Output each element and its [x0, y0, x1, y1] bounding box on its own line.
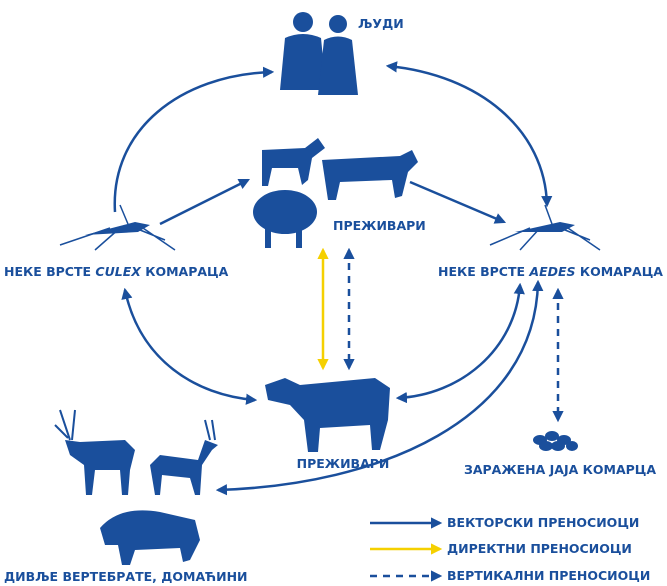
wild-icon — [55, 410, 218, 565]
arrow — [410, 182, 504, 222]
aedes-label-prefix: НЕКЕ ВРСТЕ — [438, 264, 525, 279]
eggs-icon — [533, 431, 578, 451]
ruminants-top-label: ПРЕЖИВАРИ — [333, 218, 426, 233]
legend-label: ДИРЕКТНИ ПРЕНОСИОЦИ — [447, 541, 632, 556]
culex-label-genus: CULEX — [95, 264, 142, 279]
aedes-label-genus: AEDES — [528, 264, 575, 279]
arrow — [125, 290, 255, 400]
humans-icon — [280, 12, 358, 95]
legend-label: ВЕРТИКАЛНИ ПРЕНОСИОЦИ — [447, 568, 650, 583]
aedes-label: НЕКЕ ВРСТЕ AEDES КОМАРАЦА — [438, 264, 663, 279]
ruminants-bottom-label: ПРЕЖИВАРИ — [297, 456, 390, 471]
aedes-label-suffix: КОМАРАЦА — [580, 264, 663, 279]
arrow — [388, 66, 547, 205]
legend: ВЕКТОРСКИ ПРЕНОСИОЦИ ДИРЕКТНИ ПРЕНОСИОЦИ… — [370, 515, 650, 583]
arrow — [115, 72, 272, 212]
diagram: ЉУДИ ПРЕЖИВАРИ НЕКЕ ВРСТЕ CULEX КОМАРАЦА… — [0, 0, 667, 586]
eggs-label: ЗАРАЖЕНА ЈАЈА КОМАРЦА — [464, 462, 656, 477]
aedes-icon — [490, 205, 600, 250]
culex-icon — [60, 205, 175, 250]
culex-label: НЕКЕ ВРСТЕ CULEX КОМАРАЦА — [4, 264, 229, 279]
arrow — [160, 180, 248, 224]
humans-label: ЉУДИ — [358, 16, 404, 31]
culex-label-prefix: НЕКЕ ВРСТЕ — [4, 264, 91, 279]
legend-label: ВЕКТОРСКИ ПРЕНОСИОЦИ — [447, 515, 639, 530]
culex-label-suffix: КОМАРАЦА — [145, 264, 228, 279]
ruminants-bottom-icon — [265, 378, 390, 452]
wild-label: ДИВЉЕ ВЕРТЕБРАТЕ, ДОМАЋИНИ — [4, 569, 248, 584]
